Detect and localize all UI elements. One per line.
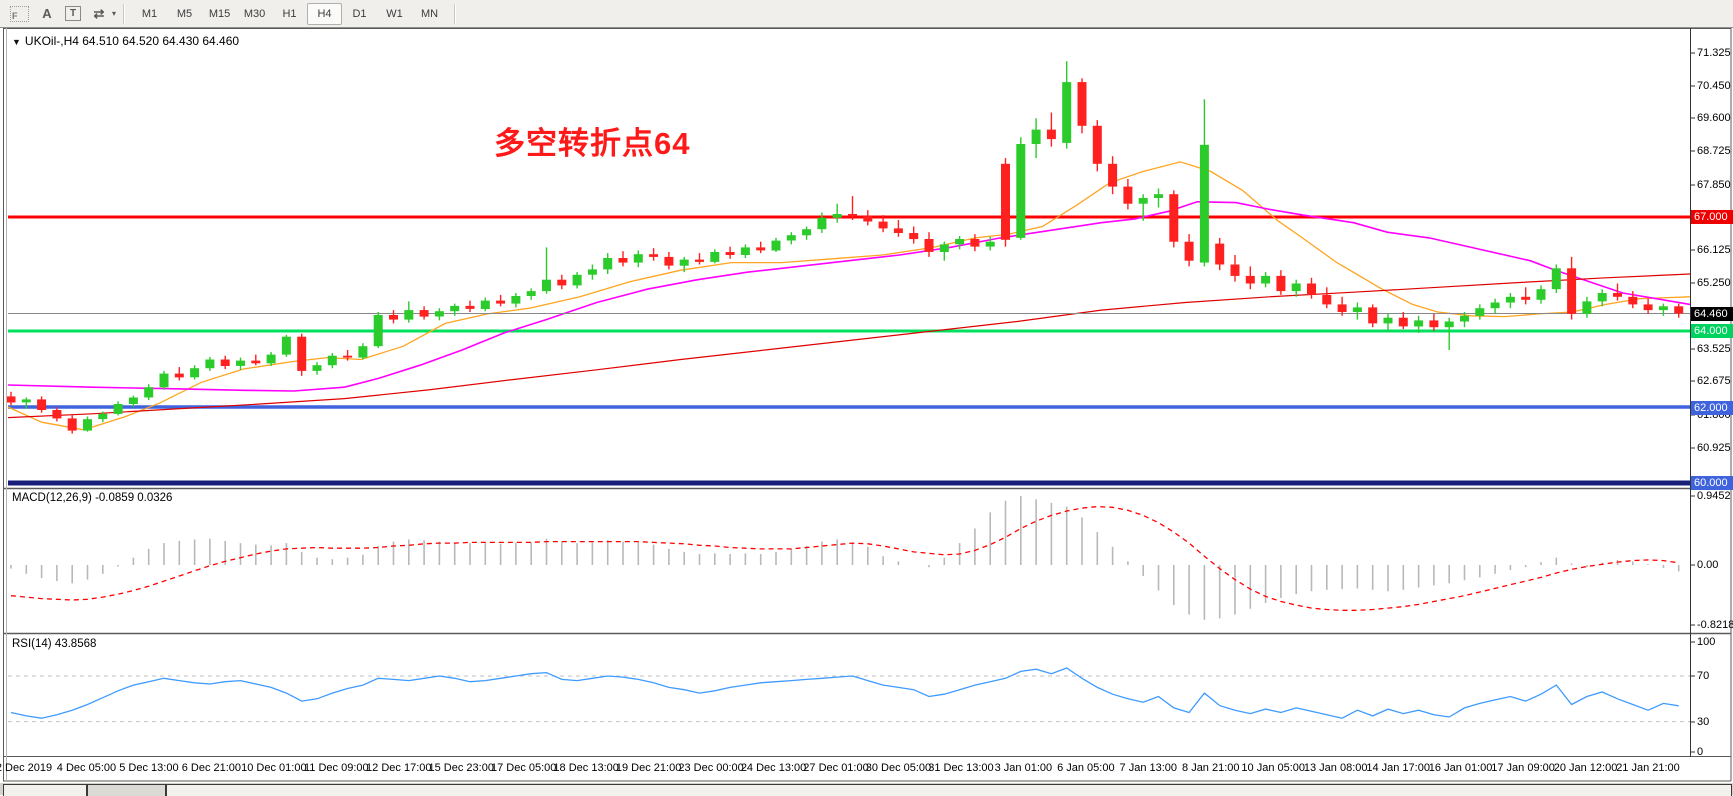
- price-axis-label: 66.125: [1697, 244, 1731, 256]
- chart-annotation-text: 多空转折点64: [494, 126, 691, 161]
- chart-tab[interactable]: [87, 784, 166, 796]
- time-axis-label: 2 Dec 2019: [0, 762, 53, 774]
- timeframe-button-w1[interactable]: W1: [386, 7, 403, 20]
- template-grid-icon[interactable]: F: [10, 5, 29, 22]
- indicator-axis-label: -0.8218: [1697, 619, 1733, 631]
- time-axis-label: 11 Dec 09:00: [303, 762, 369, 774]
- price-axis-label: 71.325: [1697, 47, 1731, 59]
- time-axis-label: 31 Dec 13:00: [928, 762, 994, 774]
- time-axis-label: 7 Jan 13:00: [1119, 762, 1178, 774]
- time-axis-label: 19 Dec 21:00: [615, 762, 682, 774]
- price-axis-label: 60.925: [1697, 442, 1731, 454]
- indicator-axis-label: 30: [1697, 716, 1710, 728]
- timeframe-button-group: M1 M5 M15 M30 H1 H4 D1 W1 MN: [132, 2, 447, 25]
- timeframe-button-m5[interactable]: M5: [176, 7, 193, 20]
- time-axis-label: 5 Dec 13:00: [119, 762, 179, 774]
- price-level-badge: 64.460: [1691, 307, 1733, 321]
- indicator-axis-label: 100: [1697, 636, 1716, 648]
- time-axis-label: 4 Dec 05:00: [56, 762, 117, 774]
- time-axis-label: 3 Jan 01:00: [994, 762, 1053, 774]
- cursor-arrow-icon[interactable]: A: [42, 6, 52, 21]
- symbol-header: ▼ UKOil-,H4 64.510 64.520 64.430 64.460: [12, 34, 239, 48]
- toolbar-separator: [454, 3, 457, 24]
- timeframe-button-m1[interactable]: M1: [141, 7, 158, 20]
- time-axis-label: 17 Dec 05:00: [490, 762, 557, 774]
- toolbar-separator: [123, 3, 126, 24]
- macd-indicator-label: MACD(12,26,9) -0.0859 0.0326: [12, 492, 173, 504]
- time-axis-label: 30 Dec 05:00: [865, 762, 932, 774]
- time-axis-label: 16 Jan 01:00: [1428, 762, 1493, 774]
- time-axis-label: 6 Dec 21:00: [181, 762, 242, 774]
- price-axis-label: 63.525: [1697, 343, 1731, 355]
- indicator-axis-label: 70: [1697, 670, 1710, 682]
- price-chart-canvas[interactable]: [0, 28, 1733, 782]
- time-axis-label: 14 Jan 17:00: [1366, 762, 1430, 774]
- indicator-axis-label: 0: [1697, 746, 1704, 758]
- time-axis-label: 23 Dec 00:00: [678, 762, 744, 774]
- time-axis-label: 21 Jan 21:00: [1616, 762, 1680, 774]
- text-label-icon[interactable]: T: [65, 6, 81, 21]
- price-axis-label: 62.675: [1697, 375, 1731, 387]
- timeframe-button-d1[interactable]: D1: [352, 7, 367, 20]
- price-axis-label: 69.600: [1697, 112, 1731, 124]
- timeframe-button-m30[interactable]: M30: [243, 7, 266, 20]
- time-axis-label: 24 Dec 13:00: [740, 762, 807, 774]
- rsi-indicator-label: RSI(14) 43.8568: [12, 638, 97, 650]
- toolbar: F A T ⇄ ▾ M1 M5 M15 M30 H1 H4 D1 W1 MN: [0, 0, 1733, 28]
- symbol-ohlc-text: UKOil-,H4 64.510 64.520 64.430 64.460: [24, 34, 240, 48]
- price-level-badge: 60.000: [1691, 476, 1733, 490]
- time-axis-label: 12 Dec 17:00: [366, 762, 432, 774]
- timeframe-button-h1[interactable]: H1: [282, 7, 297, 20]
- time-axis-label: 27 Dec 01:00: [803, 762, 869, 774]
- cycle-lines-icon[interactable]: ⇄: [93, 5, 105, 21]
- price-axis-label: 65.250: [1697, 277, 1731, 289]
- indicator-axis-label: 0.9452: [1697, 490, 1731, 502]
- time-axis-label: 17 Jan 09:00: [1491, 762, 1555, 774]
- bottom-tab-strip: [0, 783, 1733, 796]
- time-axis-label: 10 Jan 05:00: [1241, 762, 1306, 774]
- chevron-down-icon[interactable]: ▼: [12, 37, 21, 47]
- price-level-badge: 62.000: [1691, 401, 1733, 415]
- timeframe-button-h4[interactable]: H4: [307, 2, 343, 25]
- time-axis-label: 6 Jan 05:00: [1057, 762, 1115, 774]
- dropdown-caret-icon[interactable]: ▾: [112, 9, 117, 18]
- price-axis-label: 70.450: [1697, 80, 1731, 92]
- timeframe-button-mn[interactable]: MN: [420, 7, 439, 20]
- price-level-badge: 64.000: [1691, 324, 1733, 338]
- time-axis-label: 8 Jan 21:00: [1182, 762, 1240, 774]
- chart-tab[interactable]: [166, 784, 1732, 796]
- time-axis-label: 18 Dec 13:00: [553, 762, 619, 774]
- price-axis-label: 68.725: [1697, 145, 1731, 157]
- time-axis-label: 13 Jan 08:00: [1303, 762, 1368, 774]
- indicator-axis-label: 0.00: [1697, 559, 1719, 571]
- chart-window[interactable]: ▼ UKOil-,H4 64.510 64.520 64.430 64.460 多…: [0, 28, 1733, 782]
- time-axis-label: 10 Dec 01:00: [241, 762, 307, 774]
- price-axis-label: 67.850: [1697, 179, 1731, 191]
- chart-tab[interactable]: [3, 784, 87, 796]
- time-axis-label: 15 Dec 23:00: [428, 762, 494, 774]
- price-level-badge: 67.000: [1691, 210, 1733, 224]
- time-axis-label: 20 Jan 12:00: [1553, 762, 1618, 774]
- timeframe-button-m15[interactable]: M15: [208, 7, 231, 20]
